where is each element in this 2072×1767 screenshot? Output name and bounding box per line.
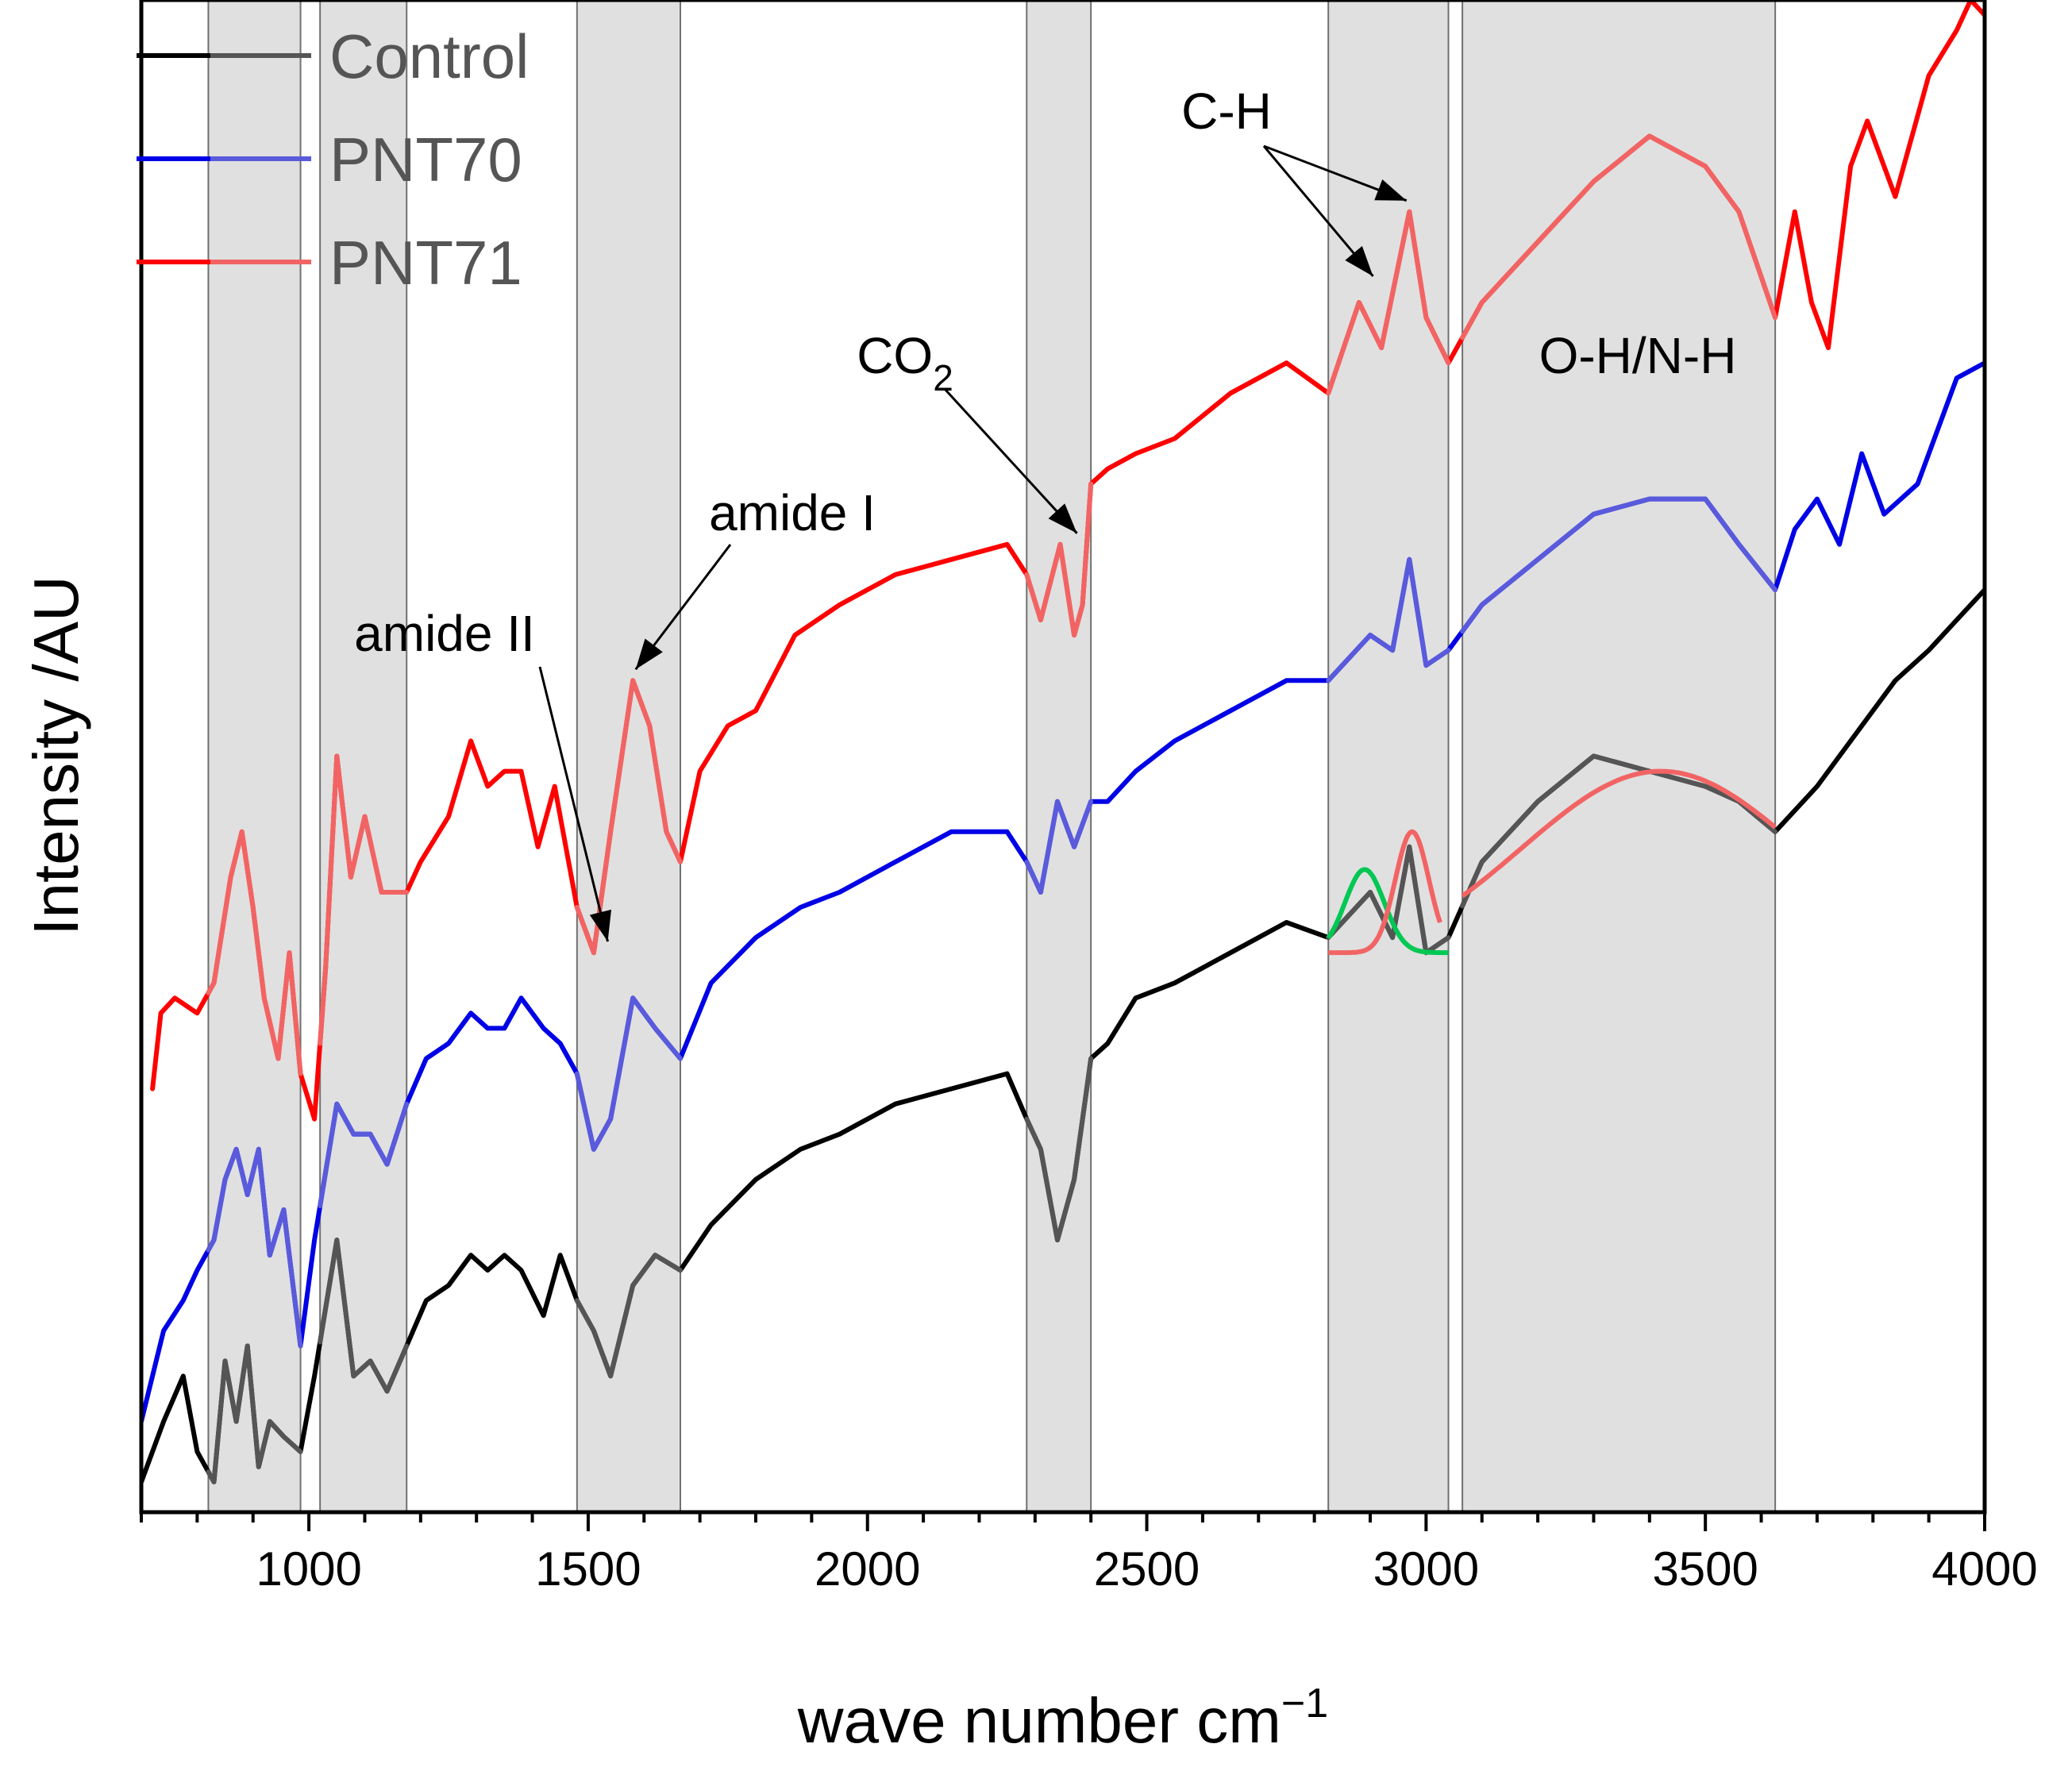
legend-label-pnt71: PNT71: [329, 228, 522, 298]
series-highlight-control-3: [574, 1253, 683, 1379]
shaded-band-2: [319, 0, 408, 1513]
series-highlight-pnt70-6: [1460, 496, 1778, 634]
annotations: amide II amide I CO2 C-H O-H/N-H: [354, 83, 1737, 942]
x-axis-title: wave number cm−1: [797, 1680, 1328, 1756]
annotation-label-oh-nh: O-H/N-H: [1539, 327, 1737, 384]
x-tick-label-2500: 2500: [1094, 1542, 1200, 1596]
series-highlight-pnt71-4: [1024, 481, 1094, 638]
shaded-band-4: [1026, 0, 1092, 1513]
series-layer: [141, 0, 1985, 1484]
annotation-arrow-line-amide-ii: [538, 666, 609, 942]
x-tick-label-1000: 1000: [256, 1542, 361, 1596]
shaded-band-1: [207, 0, 302, 1513]
x-tick-label-2000: 2000: [815, 1542, 920, 1596]
annotation-text-amide-i: amide I: [709, 484, 876, 541]
annotation-arrowhead-ch-2: [1374, 179, 1407, 201]
legend-label-control: Control: [329, 21, 529, 91]
annotation-text-amide-ii: amide II: [354, 605, 535, 662]
series-highlight-pnt70-3: [574, 995, 683, 1152]
annotation-label-ch-1: C-H: [1181, 83, 1272, 140]
fit-curve-2: [1328, 829, 1442, 956]
series-highlight-pnt70-2: [318, 1101, 410, 1209]
shaded-bands: [207, 0, 1777, 1513]
series-highlight-control-6: [1460, 753, 1778, 909]
series-highlight-pnt71-1: [206, 829, 303, 1076]
annotation-arrowhead-amide-ii: [589, 909, 612, 942]
series-highlight-control-1: [206, 1343, 303, 1484]
shaded-band-5: [1327, 0, 1450, 1513]
annotation-text-co2: CO: [857, 327, 933, 384]
series-highlight-pnt71-2: [318, 753, 410, 1046]
annotation-arrow-line-co2: [943, 387, 1078, 534]
x-tick-label-4000: 4000: [1931, 1542, 2037, 1596]
shaded-band-3: [576, 0, 682, 1513]
annotation-arrowhead-amide-i: [635, 638, 663, 670]
x-axis-ticks: 1000 1500 2000 2500 3000 3500 4000: [140, 1512, 2038, 1596]
legend-label-pnt70: PNT70: [329, 125, 522, 194]
annotation-label-amide-ii: amide II: [354, 605, 535, 662]
fit-curves: [1326, 768, 1777, 956]
annotation-subscript-co2: 2: [933, 357, 953, 398]
annotation-arrowhead-ch-1: [1345, 245, 1373, 276]
series-highlight-control-4: [1024, 1056, 1094, 1243]
fit-curve-3: [1461, 768, 1777, 899]
y-axis-title: Intensity /AU: [21, 576, 91, 936]
series-highlight-pnt70-1: [206, 1146, 303, 1349]
series-highlight-control-2: [318, 1238, 410, 1394]
x-tick-label-3500: 3500: [1652, 1542, 1758, 1596]
series-highlight-pnt70-5: [1326, 556, 1451, 683]
shaded-band-6: [1462, 0, 1777, 1513]
series-highlight-pnt71-5: [1326, 209, 1451, 396]
annotation-text-oh-nh: O-H/N-H: [1539, 327, 1737, 384]
annotation-label-co2: CO2: [857, 327, 953, 398]
x-tick-label-3000: 3000: [1373, 1542, 1479, 1596]
series-highlight-pnt70-4: [1024, 799, 1094, 895]
x-tick-label-1500: 1500: [535, 1542, 641, 1596]
series-highlight-pnt71-3: [574, 678, 683, 956]
series-highlight-pnt71-6: [1460, 133, 1778, 341]
legend: Control PNT70 PNT71: [137, 21, 529, 298]
annotation-label-amide-i: amide I: [709, 484, 876, 541]
plot-frame: [139, 0, 1987, 1515]
annotation-arrowhead-co2: [1048, 503, 1077, 533]
annotation-text-ch-1: C-H: [1181, 83, 1272, 140]
